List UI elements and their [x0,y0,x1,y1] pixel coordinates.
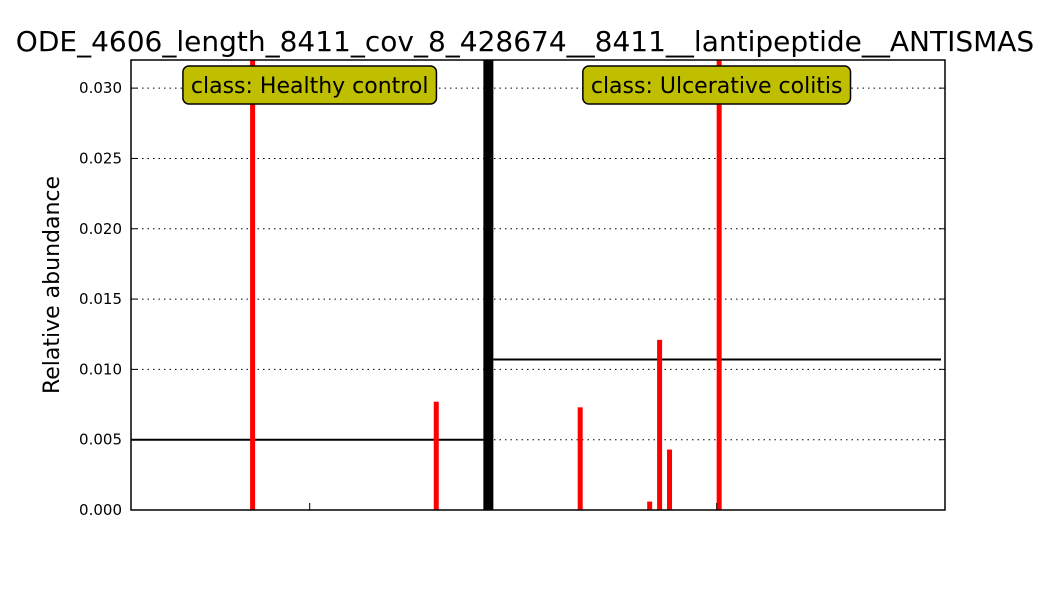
class-label: class: Healthy control [191,74,429,99]
class-label-box: class: Ulcerative colitis [582,65,852,105]
y-axis-label: Relative abundance [40,176,65,394]
bar [647,501,653,510]
bar [250,60,256,510]
bar [577,407,583,510]
y-tick-label: 0.025 [79,149,122,167]
bar-layer [250,60,722,510]
tick-layer: 0.000 0.005 0.010 0.015 0.020 0.025 0.030 [79,79,945,519]
plot-frame [130,59,946,511]
y-tick-label: 0.030 [79,79,122,97]
bar [433,401,439,510]
class-label-box: class: Healthy control [182,65,438,105]
class-divider [483,60,494,510]
class-label: class: Ulcerative colitis [591,74,843,99]
class-layer: class: Healthy control class: Ulcerative … [182,65,852,105]
y-tick-label: 0.010 [79,360,122,378]
bar [716,60,722,510]
bar [657,339,663,510]
y-tick-label: 0.020 [79,220,122,238]
y-tick-label: 0.000 [79,501,122,519]
y-tick-label: 0.005 [79,431,122,449]
bar [667,449,673,510]
class-label-background [582,65,852,105]
class-label-background [182,65,438,105]
chart-title: ODE_4606_length_8411_cov_8_428674__8411_… [16,25,1034,58]
y-tick-label: 0.015 [79,290,122,308]
